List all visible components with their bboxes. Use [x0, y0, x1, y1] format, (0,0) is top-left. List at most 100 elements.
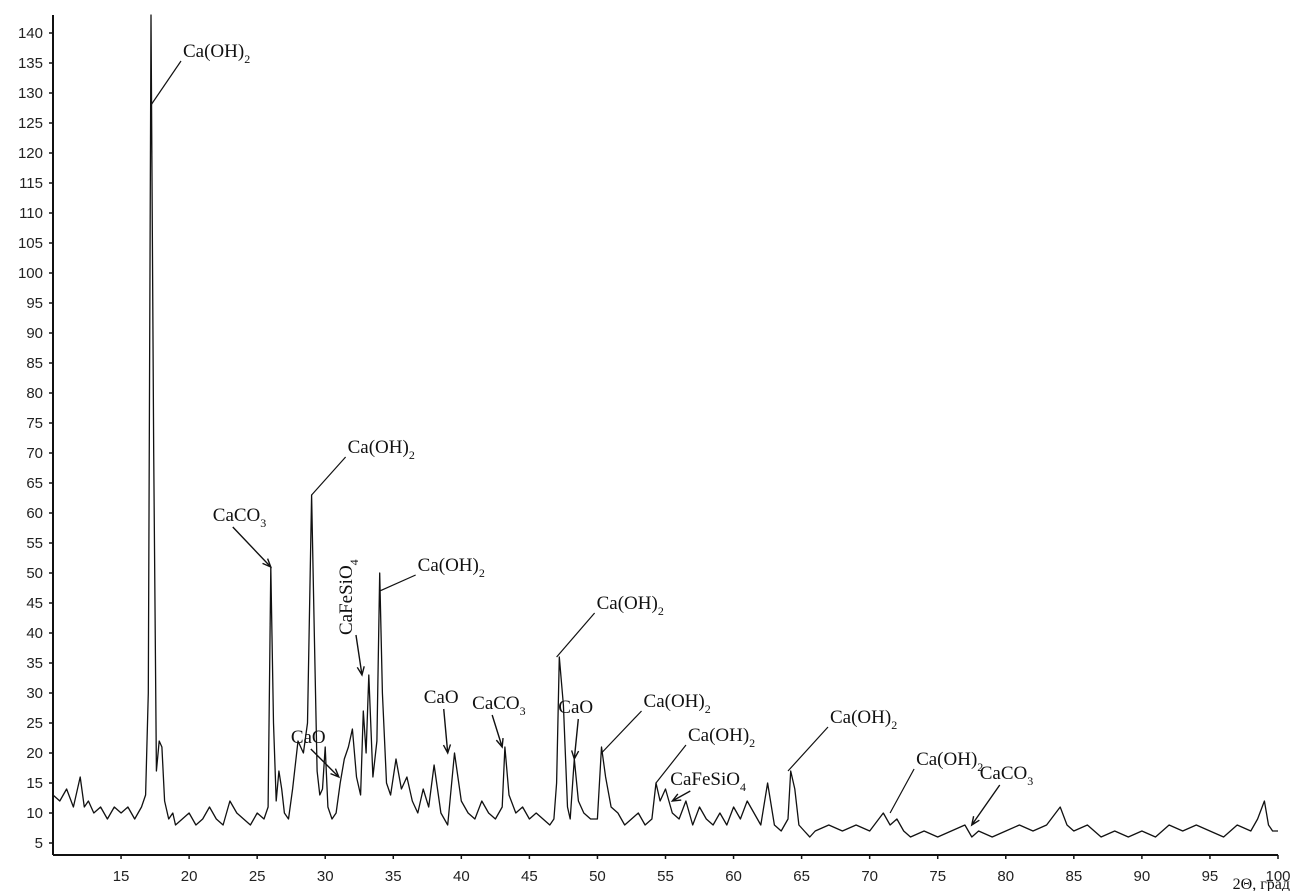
peak-annotation: Ca(OH)2: [379, 555, 485, 592]
annotation-text: CaCO: [213, 505, 261, 526]
x-tick-label: 25: [249, 868, 266, 885]
annotation-label: CaCO3: [213, 505, 267, 530]
annotation-arrow: [970, 784, 1001, 827]
annotation-subscript: 4: [347, 559, 361, 565]
annotation-text: CaO: [558, 697, 593, 718]
peak-annotation: CaFeSiO4: [336, 559, 365, 677]
y-tick-label: 45: [26, 595, 43, 612]
x-tick-label: 30: [317, 868, 334, 885]
x-tick-label: 55: [657, 868, 674, 885]
y-tick-label: 130: [18, 85, 43, 102]
x-tick-label: 70: [861, 868, 878, 885]
y-tick-label: 120: [18, 145, 43, 162]
x-tick-label: 15: [113, 868, 130, 885]
annotation-subscript: 3: [1027, 774, 1033, 788]
x-tick-label: 95: [1202, 868, 1219, 885]
y-tick-label: 90: [26, 325, 43, 342]
y-tick-label: 50: [26, 565, 43, 582]
x-tick-label: 90: [1134, 868, 1151, 885]
x-tick-label: 20: [181, 868, 198, 885]
x-tick-label: 80: [997, 868, 1014, 885]
annotation-text: Ca(OH): [597, 593, 658, 614]
y-tick-label: 55: [26, 535, 43, 552]
y-tick-label: 70: [26, 445, 43, 462]
peak-annotation: Ca(OH)2: [889, 749, 983, 814]
annotation-subscript: 4: [740, 780, 746, 794]
annotation-label: CaCO3: [472, 693, 525, 718]
y-tick-labels: 5 10 15 20 25 30 35 40 45 50 55 60 65 70 75 80 85 90 95 100…: [18, 25, 53, 852]
annotation-arrow: [232, 526, 273, 569]
peak-annotation: CaFeSiO4: [670, 769, 746, 802]
annotation-text: CaFeSiO: [670, 769, 740, 790]
annotation-text: Ca(OH): [644, 691, 705, 712]
annotation-text: Ca(OH): [418, 555, 479, 576]
annotation-subscript: 2: [244, 52, 250, 66]
x-tick-label: 40: [453, 868, 470, 885]
x-tick-label: 50: [589, 868, 606, 885]
annotation-leader: [311, 456, 347, 496]
annotation-label: Ca(OH)2: [418, 555, 485, 580]
x-tick-label: 45: [521, 868, 538, 885]
peak-annotation: Ca(OH)2: [150, 41, 250, 106]
y-tick-label: 140: [18, 25, 43, 42]
annotation-arrow: [310, 748, 341, 779]
y-tick-label: 35: [26, 655, 43, 672]
x-tick-label: 100: [1265, 868, 1290, 885]
y-tick-label: 20: [26, 745, 43, 762]
x-tick-label: 60: [725, 868, 742, 885]
annotation-text: Ca(OH): [348, 437, 409, 458]
y-tick-label: 60: [26, 505, 43, 522]
peak-annotation: Ca(OH)2: [601, 691, 711, 754]
y-tick-label: 30: [26, 685, 43, 702]
annotation-label: CaCO3: [980, 763, 1034, 788]
annotation-leader: [787, 726, 829, 772]
peak-annotation: CaCO3: [970, 763, 1034, 827]
x-tick-label: 85: [1065, 868, 1082, 885]
y-tick-label: 95: [26, 295, 43, 312]
annotation-arrow: [570, 718, 580, 761]
annotation-text: Ca(OH): [688, 725, 749, 746]
y-tick-label: 75: [26, 415, 43, 432]
annotation-label: Ca(OH)2: [348, 437, 415, 462]
annotation-label: Ca(OH)2: [830, 707, 897, 732]
annotation-label: CaFeSiO4: [336, 559, 361, 635]
annotation-subscript: 2: [891, 718, 897, 732]
peak-annotation: CaO: [558, 697, 593, 761]
peak-annotation: CaCO3: [472, 693, 526, 749]
peak-annotation: Ca(OH)2: [311, 437, 415, 496]
y-tick-label: 110: [19, 205, 43, 222]
annotation-leader: [655, 744, 687, 784]
annotation-text: CaO: [424, 687, 459, 708]
y-tick-label: 125: [18, 115, 43, 132]
x-tick-label: 65: [793, 868, 810, 885]
annotation-label: CaO: [291, 727, 326, 748]
x-tick-label: 35: [385, 868, 402, 885]
annotation-subscript: 2: [479, 566, 485, 580]
peak-annotation: Ca(OH)2: [787, 707, 897, 772]
peak-annotation: CaO: [291, 727, 341, 779]
annotation-subscript: 2: [409, 448, 415, 462]
y-tick-label: 65: [26, 475, 43, 492]
y-tick-label: 25: [26, 715, 43, 732]
annotation-label: Ca(OH)2: [183, 41, 250, 66]
annotation-leader: [601, 710, 642, 754]
y-tick-label: 10: [26, 805, 43, 822]
annotation-text: Ca(OH): [830, 707, 891, 728]
annotation-label: Ca(OH)2: [916, 749, 983, 774]
annotation-label: Ca(OH)2: [688, 725, 755, 750]
peak-annotation: Ca(OH)2: [655, 725, 755, 784]
annotation-leader: [556, 612, 596, 658]
annotation-text: CaFeSiO: [336, 565, 357, 635]
y-tick-label: 15: [26, 775, 43, 792]
annotation-label: CaO: [424, 687, 459, 708]
annotation-arrow: [491, 714, 504, 749]
x-tick-label: 75: [929, 868, 946, 885]
annotation-arrow: [355, 634, 365, 677]
y-tick-label: 80: [26, 385, 43, 402]
annotation-text: Ca(OH): [183, 41, 244, 62]
peak-annotations: Ca(OH)2Ca(OH)2CaCO3CaFeSiO4CaOCa(OH)2CaO…: [150, 41, 1034, 827]
annotation-leader: [889, 768, 915, 814]
annotation-subscript: 2: [658, 604, 664, 618]
annotation-subscript: 3: [520, 704, 526, 718]
annotation-leader: [150, 60, 182, 106]
